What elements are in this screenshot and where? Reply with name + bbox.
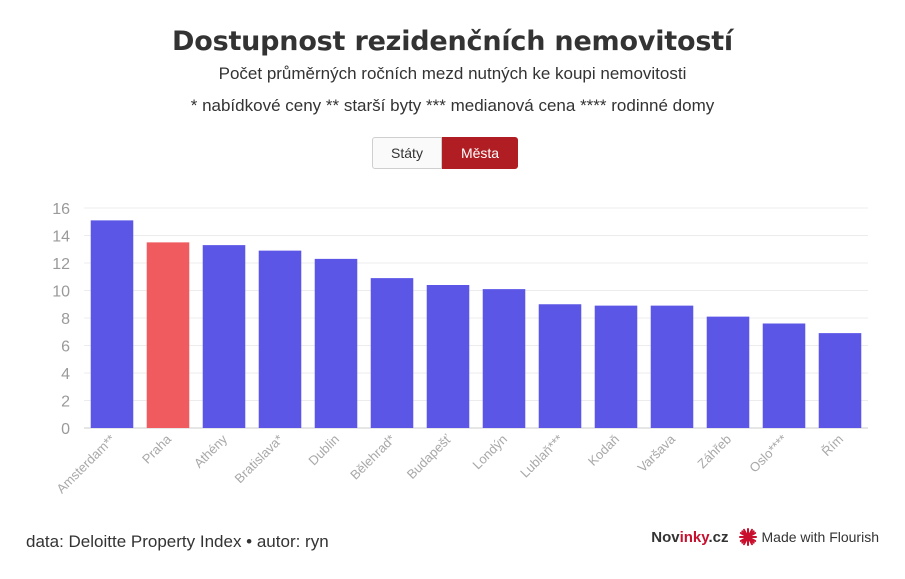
bar-1 <box>146 242 190 428</box>
bar-7 <box>482 289 526 428</box>
bar-10 <box>650 305 694 428</box>
y-tick-label: 12 <box>52 256 70 273</box>
y-tick-label: 4 <box>61 366 70 383</box>
bar-12 <box>762 323 806 428</box>
bar-4 <box>314 258 358 428</box>
bar-13 <box>818 333 862 428</box>
made-with-flourish-link[interactable]: Made with Flourish <box>761 529 880 545</box>
bar-0 <box>90 220 134 428</box>
y-tick-label: 16 <box>52 201 70 218</box>
footer-brand: Novinky.cz Made with Flourish <box>651 528 879 546</box>
view-toggle: Státy Města <box>372 137 518 169</box>
x-tick-label: Amsterdam** <box>53 432 118 497</box>
x-tick-label: Oslo**** <box>746 432 790 476</box>
bar-chart: 0 2 4 6 8 10 12 14 16 Amsterdam** Praha Athény Brati… <box>52 201 868 497</box>
y-tick-label: 2 <box>61 394 70 411</box>
y-tick-label: 14 <box>52 229 70 246</box>
y-tick-label: 8 <box>61 311 70 328</box>
chart-subtitle: Počet průměrných ročních mezd nutných ke… <box>218 64 687 83</box>
x-tick-label: Budapešť <box>404 431 454 481</box>
x-tick-label: Řím <box>819 432 846 459</box>
x-tick-label: Lublaň*** <box>517 432 566 481</box>
x-tick-label: Kodaň <box>585 432 622 469</box>
bar-2 <box>202 245 246 428</box>
bar-5 <box>370 278 414 428</box>
toggle-states-button[interactable]: Státy <box>372 137 442 169</box>
bar-3 <box>258 250 302 428</box>
chart-title: Dostupnost rezidenčních nemovitostí <box>172 26 733 57</box>
chart-footnote: * nabídkové ceny ** starší byty *** medi… <box>190 96 715 115</box>
x-tick-label: Záhřeb <box>694 432 734 472</box>
x-tick-label: Bratislava* <box>232 432 287 487</box>
y-tick-label: 10 <box>52 284 70 301</box>
x-tick-label: Bělehrad* <box>347 432 398 483</box>
bar-11 <box>706 316 750 428</box>
x-tick-label: Dublin <box>305 432 342 469</box>
x-tick-label: Varšava <box>634 431 678 475</box>
flourish-icon <box>738 528 757 546</box>
x-tick-label: Praha <box>139 431 175 467</box>
bar-6 <box>426 285 470 428</box>
source-note: data: Deloitte Property Index • autor: r… <box>26 532 329 551</box>
novinky-logo[interactable]: Novinky.cz <box>651 528 729 546</box>
x-tick-label: Londýn <box>469 432 510 473</box>
bar-9 <box>594 305 638 428</box>
y-tick-label: 0 <box>61 421 70 438</box>
toggle-cities-button[interactable]: Města <box>442 137 518 169</box>
bar-8 <box>538 304 582 428</box>
y-tick-label: 6 <box>61 339 70 356</box>
x-tick-label: Athény <box>191 431 231 471</box>
